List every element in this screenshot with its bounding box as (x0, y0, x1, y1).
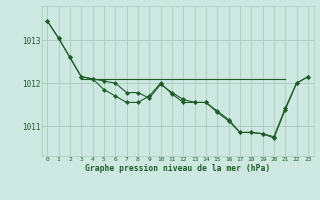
X-axis label: Graphe pression niveau de la mer (hPa): Graphe pression niveau de la mer (hPa) (85, 164, 270, 173)
